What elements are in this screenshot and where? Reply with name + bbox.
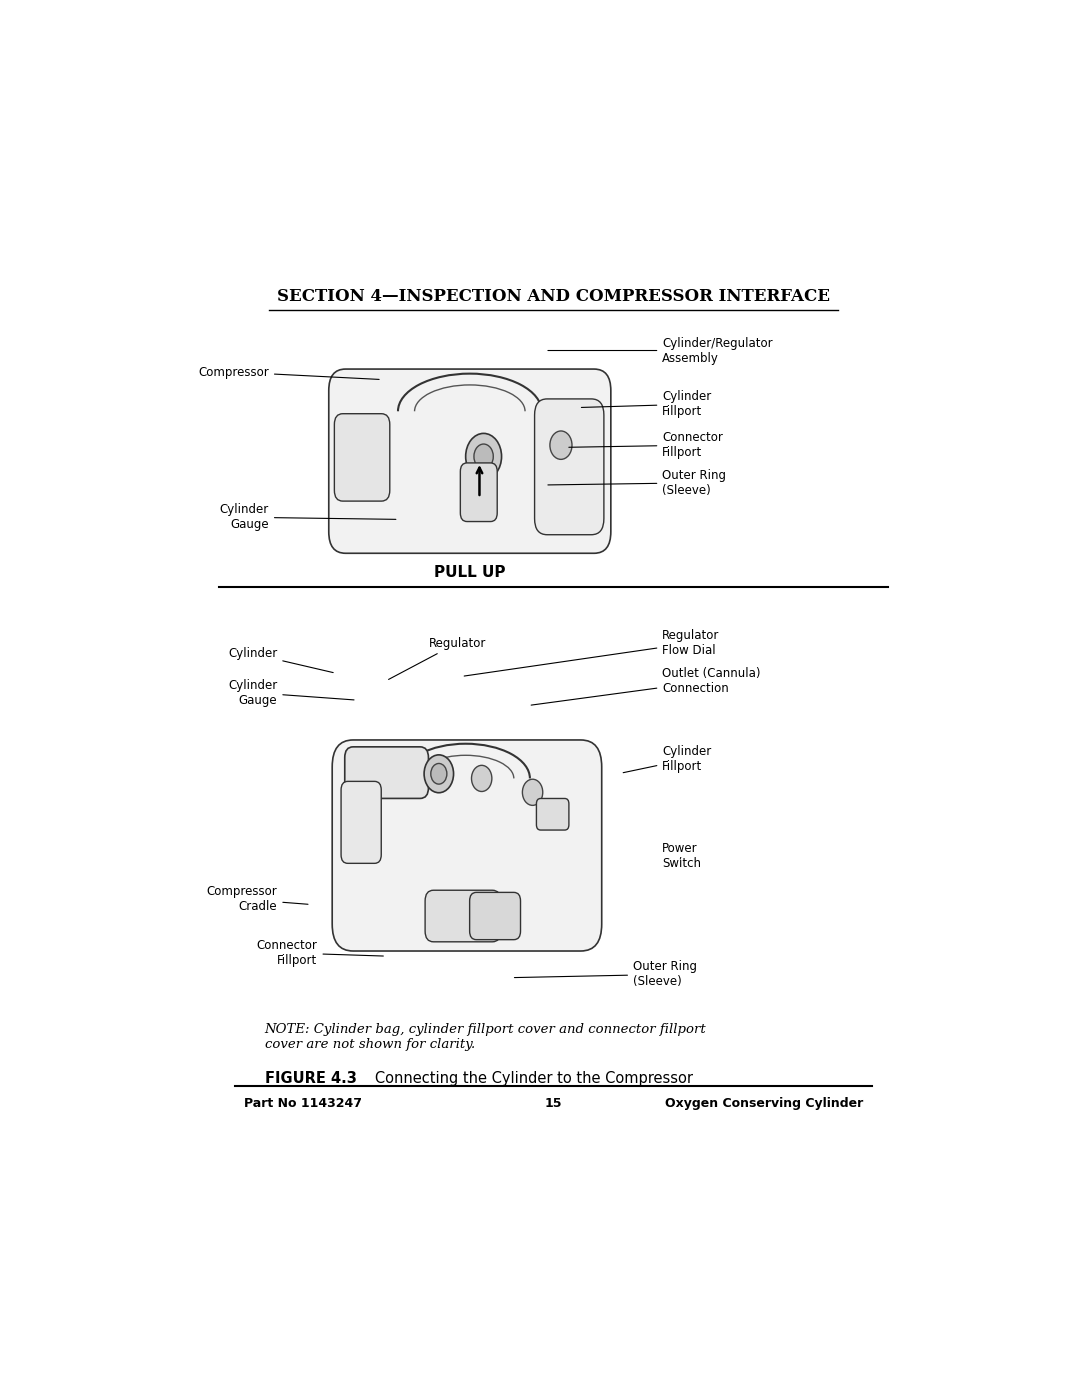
FancyBboxPatch shape [460,462,497,521]
FancyBboxPatch shape [333,740,602,951]
Text: Power
Switch: Power Switch [662,842,701,870]
Text: Oxygen Conserving Cylinder: Oxygen Conserving Cylinder [665,1097,863,1111]
Circle shape [472,766,491,792]
Text: Connector
Fillport: Connector Fillport [257,939,383,967]
Text: Outer Ring
(Sleeve): Outer Ring (Sleeve) [548,469,727,497]
Text: Cylinder
Gauge: Cylinder Gauge [219,503,396,531]
FancyBboxPatch shape [535,400,604,535]
FancyBboxPatch shape [341,781,381,863]
Text: Cylinder
Fillport: Cylinder Fillport [623,745,712,774]
Circle shape [523,780,543,806]
Circle shape [465,433,501,479]
Circle shape [424,754,454,792]
Text: Regulator
Flow Dial: Regulator Flow Dial [464,629,719,676]
FancyBboxPatch shape [345,747,429,799]
Text: Cylinder
Fillport: Cylinder Fillport [581,390,712,418]
Text: SECTION 4—INSPECTION AND COMPRESSOR INTERFACE: SECTION 4—INSPECTION AND COMPRESSOR INTE… [276,288,831,305]
Text: Cylinder/Regulator
Assembly: Cylinder/Regulator Assembly [548,337,773,365]
Circle shape [550,430,572,460]
Text: NOTE: Cylinder bag, cylinder fillport cover and connector fillport
cover are not: NOTE: Cylinder bag, cylinder fillport co… [265,1023,706,1051]
Text: Part No 1143247: Part No 1143247 [244,1097,362,1111]
FancyBboxPatch shape [470,893,521,940]
Circle shape [431,764,447,784]
Text: Connecting the Cylinder to the Compressor: Connecting the Cylinder to the Compresso… [361,1071,693,1087]
Text: Regulator: Regulator [389,637,486,679]
Text: PULL UP: PULL UP [434,564,505,580]
FancyBboxPatch shape [426,890,501,942]
Text: Cylinder
Gauge: Cylinder Gauge [228,679,354,707]
Text: 15: 15 [544,1097,563,1111]
Text: Outlet (Cannula)
Connection: Outlet (Cannula) Connection [531,666,760,705]
FancyBboxPatch shape [335,414,390,502]
Text: Outer Ring
(Sleeve): Outer Ring (Sleeve) [514,960,697,989]
Text: Cylinder: Cylinder [228,647,333,672]
Text: Connector
Fillport: Connector Fillport [569,432,724,460]
FancyBboxPatch shape [328,369,611,553]
FancyBboxPatch shape [537,799,569,830]
Text: FIGURE 4.3: FIGURE 4.3 [265,1071,356,1087]
Text: Compressor: Compressor [198,366,379,380]
Text: Compressor
Cradle: Compressor Cradle [206,886,308,914]
Circle shape [474,444,494,469]
